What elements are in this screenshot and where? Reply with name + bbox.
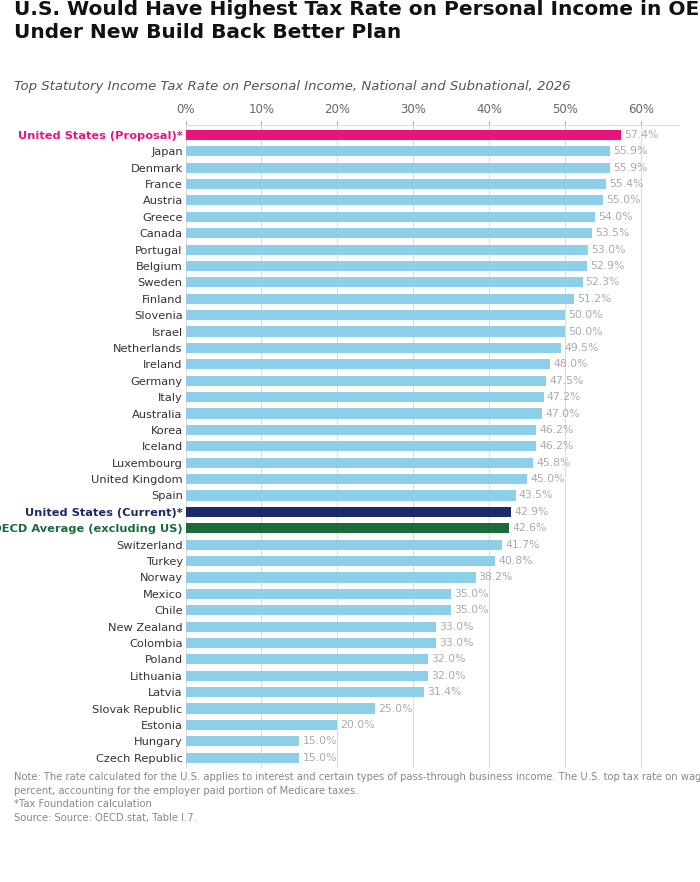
Bar <box>186 720 337 730</box>
Text: 45.0%: 45.0% <box>530 475 565 484</box>
Text: 25.0%: 25.0% <box>378 704 413 714</box>
Text: 53.0%: 53.0% <box>591 244 625 255</box>
Text: 47.0%: 47.0% <box>545 408 580 419</box>
Text: 54.0%: 54.0% <box>598 212 633 221</box>
Text: 47.2%: 47.2% <box>547 392 581 402</box>
Text: 52.9%: 52.9% <box>590 261 624 271</box>
Bar <box>186 261 587 271</box>
Text: 45.8%: 45.8% <box>536 458 570 467</box>
Bar <box>186 670 428 681</box>
Bar <box>186 359 550 370</box>
Text: 46.2%: 46.2% <box>539 441 574 452</box>
Text: 32.0%: 32.0% <box>431 671 466 681</box>
Bar <box>186 638 436 648</box>
Bar <box>186 589 452 599</box>
Text: 53.5%: 53.5% <box>595 228 629 238</box>
Text: 32.0%: 32.0% <box>431 654 466 664</box>
Text: 55.0%: 55.0% <box>606 196 641 206</box>
Bar <box>186 752 300 763</box>
Text: 48.0%: 48.0% <box>553 359 587 370</box>
Bar <box>186 556 496 566</box>
Text: 43.5%: 43.5% <box>519 490 553 500</box>
Bar <box>186 244 588 255</box>
Bar <box>186 572 475 582</box>
Text: 15.0%: 15.0% <box>302 752 337 763</box>
Bar <box>186 294 574 303</box>
Bar <box>186 212 596 222</box>
Bar <box>186 474 527 484</box>
Text: 46.2%: 46.2% <box>539 425 574 435</box>
Bar <box>186 736 300 746</box>
Bar <box>186 376 546 385</box>
Text: 47.5%: 47.5% <box>550 376 584 385</box>
Text: 51.2%: 51.2% <box>578 294 612 303</box>
Text: U.S. Would Have Highest Tax Rate on Personal Income in OECD
Under New Build Back: U.S. Would Have Highest Tax Rate on Pers… <box>14 0 700 41</box>
Bar <box>186 310 565 320</box>
Text: 35.0%: 35.0% <box>454 605 489 616</box>
Bar <box>186 408 542 419</box>
Bar <box>186 343 561 353</box>
Bar <box>186 228 592 238</box>
Bar <box>186 179 606 189</box>
Text: 33.0%: 33.0% <box>439 622 474 632</box>
Text: 52.3%: 52.3% <box>586 277 620 288</box>
Text: 41.7%: 41.7% <box>505 540 540 549</box>
Bar <box>186 490 516 501</box>
Text: 55.4%: 55.4% <box>609 179 643 189</box>
Bar <box>186 687 424 698</box>
Text: @TaxFoundation: @TaxFoundation <box>577 855 686 868</box>
Text: 49.5%: 49.5% <box>564 343 598 353</box>
Bar <box>186 326 565 337</box>
Bar <box>186 130 622 140</box>
Bar <box>186 704 375 714</box>
Text: 31.4%: 31.4% <box>427 687 461 697</box>
Text: 15.0%: 15.0% <box>302 736 337 746</box>
Text: Note: The rate calculated for the U.S. applies to interest and certain types of : Note: The rate calculated for the U.S. a… <box>14 772 700 823</box>
Text: 57.4%: 57.4% <box>624 130 659 140</box>
Text: TAX FOUNDATION: TAX FOUNDATION <box>14 855 146 868</box>
Bar <box>186 654 428 664</box>
Text: 38.2%: 38.2% <box>479 572 513 582</box>
Text: Top Statutory Income Tax Rate on Personal Income, National and Subnational, 2026: Top Statutory Income Tax Rate on Persona… <box>14 80 570 93</box>
Text: 35.0%: 35.0% <box>454 589 489 599</box>
Text: 50.0%: 50.0% <box>568 326 603 337</box>
Bar <box>186 540 502 549</box>
Text: 55.9%: 55.9% <box>613 146 648 156</box>
Bar <box>186 523 509 534</box>
Bar <box>186 441 536 452</box>
Text: 55.9%: 55.9% <box>613 162 648 173</box>
Text: 33.0%: 33.0% <box>439 638 474 648</box>
Bar <box>186 277 582 288</box>
Text: 50.0%: 50.0% <box>568 310 603 320</box>
Bar <box>186 507 511 517</box>
Bar <box>186 392 544 402</box>
Bar <box>186 146 610 156</box>
Text: 42.6%: 42.6% <box>512 523 546 534</box>
Bar <box>186 195 603 206</box>
Text: 42.9%: 42.9% <box>514 507 549 517</box>
Bar <box>186 622 436 632</box>
Bar <box>186 425 536 435</box>
Bar <box>186 605 452 616</box>
Bar <box>186 458 533 467</box>
Text: 40.8%: 40.8% <box>498 556 533 566</box>
Text: 20.0%: 20.0% <box>340 720 375 730</box>
Bar <box>186 162 610 173</box>
